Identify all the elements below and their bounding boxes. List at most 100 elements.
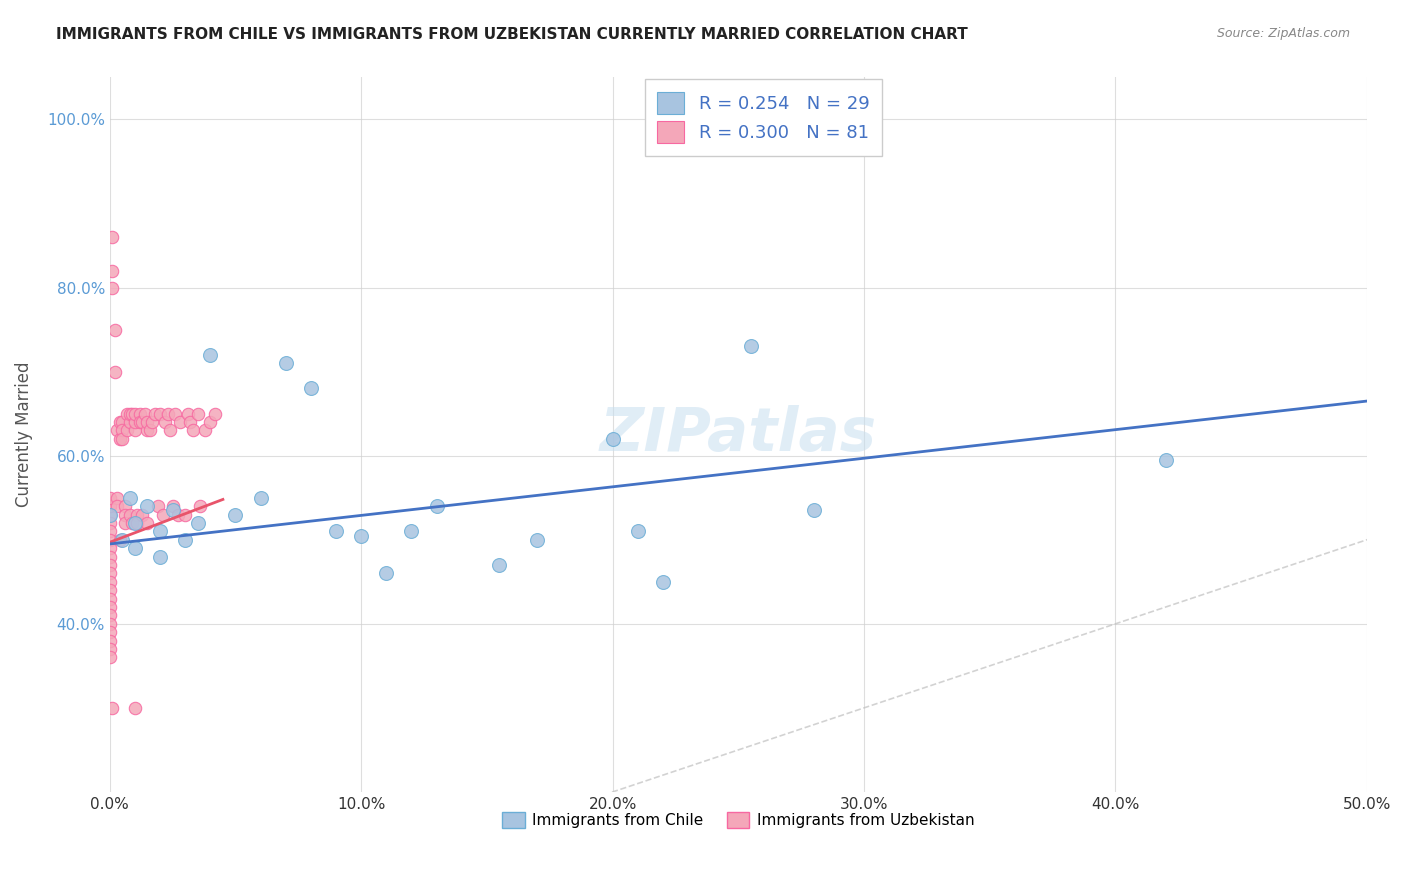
Point	[105, 491, 128, 505]
Point	[98, 583, 121, 598]
Point	[136, 424, 159, 438]
Point	[152, 508, 174, 522]
Point	[98, 524, 121, 539]
Point	[124, 516, 146, 530]
Point	[156, 407, 179, 421]
Point	[124, 701, 146, 715]
Point	[114, 516, 136, 530]
Point	[98, 549, 121, 564]
Point	[166, 508, 188, 522]
Point	[139, 424, 162, 438]
Point	[375, 566, 398, 581]
Point	[162, 503, 184, 517]
Point	[187, 407, 209, 421]
Point	[98, 516, 121, 530]
Point	[194, 424, 217, 438]
Point	[627, 524, 650, 539]
Point	[224, 508, 246, 522]
Point	[101, 280, 124, 294]
Text: ZIPatlas: ZIPatlas	[600, 405, 877, 464]
Point	[117, 407, 139, 421]
Point	[114, 508, 136, 522]
Point	[108, 432, 131, 446]
Point	[136, 415, 159, 429]
Point	[98, 633, 121, 648]
Point	[200, 415, 222, 429]
Point	[401, 524, 423, 539]
Point	[98, 508, 121, 522]
Point	[98, 499, 121, 513]
Point	[108, 415, 131, 429]
Point	[98, 616, 121, 631]
Point	[134, 407, 156, 421]
Legend: Immigrants from Chile, Immigrants from Uzbekistan: Immigrants from Chile, Immigrants from U…	[496, 806, 981, 834]
Text: Source: ZipAtlas.com: Source: ZipAtlas.com	[1216, 27, 1350, 40]
Point	[118, 508, 141, 522]
Point	[325, 524, 347, 539]
Point	[159, 424, 181, 438]
Point	[165, 407, 187, 421]
Point	[98, 642, 121, 657]
Point	[174, 533, 197, 547]
Point	[98, 533, 121, 547]
Point	[108, 533, 131, 547]
Point	[299, 382, 322, 396]
Y-axis label: Currently Married: Currently Married	[15, 362, 32, 508]
Point	[98, 541, 121, 556]
Point	[149, 549, 172, 564]
Point	[121, 516, 143, 530]
Point	[105, 424, 128, 438]
Point	[104, 365, 127, 379]
Point	[98, 608, 121, 623]
Point	[124, 415, 146, 429]
Point	[98, 508, 121, 522]
Point	[169, 415, 191, 429]
Point	[1154, 453, 1177, 467]
Point	[98, 574, 121, 589]
Point	[149, 524, 172, 539]
Point	[176, 407, 198, 421]
Point	[117, 424, 139, 438]
Point	[98, 491, 121, 505]
Point	[181, 424, 204, 438]
Point	[111, 432, 134, 446]
Point	[129, 407, 152, 421]
Point	[98, 591, 121, 606]
Point	[803, 503, 825, 517]
Point	[488, 558, 510, 572]
Point	[188, 499, 211, 513]
Point	[111, 424, 134, 438]
Point	[98, 650, 121, 665]
Point	[602, 432, 624, 446]
Point	[740, 339, 762, 353]
Point	[101, 230, 124, 244]
Point	[136, 516, 159, 530]
Point	[526, 533, 548, 547]
Point	[131, 415, 153, 429]
Point	[651, 574, 673, 589]
Point	[162, 499, 184, 513]
Point	[426, 499, 449, 513]
Point	[124, 424, 146, 438]
Point	[118, 415, 141, 429]
Point	[98, 625, 121, 640]
Point	[200, 348, 222, 362]
Point	[124, 541, 146, 556]
Point	[105, 499, 128, 513]
Point	[127, 516, 149, 530]
Point	[143, 407, 166, 421]
Point	[118, 491, 141, 505]
Point	[124, 407, 146, 421]
Point	[141, 415, 163, 429]
Point	[153, 415, 176, 429]
Point	[249, 491, 271, 505]
Point	[187, 516, 209, 530]
Point	[131, 508, 153, 522]
Point	[127, 508, 149, 522]
Point	[114, 499, 136, 513]
Point	[204, 407, 226, 421]
Point	[111, 415, 134, 429]
Point	[98, 558, 121, 572]
Point	[136, 499, 159, 513]
Point	[274, 356, 297, 370]
